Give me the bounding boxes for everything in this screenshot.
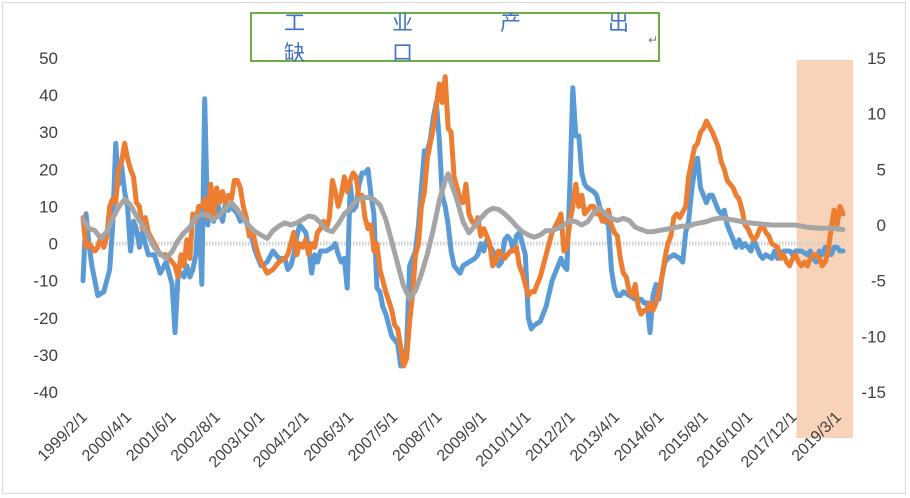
paragraph-mark-icon: ↵ — [647, 33, 658, 47]
right-tick-label: 5 — [877, 160, 886, 179]
series-line-orange — [80, 74, 846, 369]
left-tick-label: -20 — [33, 309, 58, 328]
right-tick-label: -10 — [861, 327, 886, 346]
right-axis: -15 -10 -5 0 5 10 15 — [861, 49, 886, 402]
left-tick-label: 20 — [39, 160, 58, 179]
right-tick-label: -15 — [861, 383, 886, 402]
left-tick-label: 0 — [49, 235, 58, 254]
series-layer — [80, 74, 846, 369]
right-tick-label: 15 — [867, 49, 886, 68]
left-tick-label: -10 — [33, 272, 58, 291]
left-tick-label: -30 — [33, 346, 58, 365]
x-axis: 1999/2/12000/4/12001/6/12002/8/12003/10/… — [35, 409, 845, 471]
right-tick-label: 10 — [867, 105, 886, 124]
left-axis: -40 -30 -20 -10 0 10 20 30 40 50 — [33, 49, 58, 402]
chart-title-box: 工 业 产 出 缺 口 ↵ — [250, 11, 683, 65]
left-tick-label: 40 — [39, 86, 58, 105]
left-tick-label: 10 — [39, 197, 58, 216]
right-tick-label: 0 — [877, 216, 886, 235]
chart-title: 工 业 产 出 缺 口 — [284, 11, 716, 65]
right-tick-label: -5 — [871, 272, 886, 291]
series-line-gray — [80, 171, 846, 301]
left-tick-label: -40 — [33, 383, 58, 402]
left-tick-label: 50 — [39, 49, 58, 68]
left-tick-label: 30 — [39, 123, 58, 142]
